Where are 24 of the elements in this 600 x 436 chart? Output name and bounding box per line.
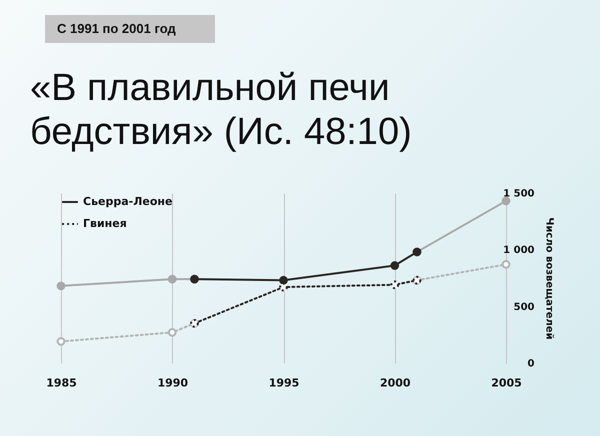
y-tick-label: 1 000 [503,245,535,256]
x-tick-label: 1985 [46,376,77,390]
x-tick-label: 1990 [157,376,188,390]
x-tick-label: 2000 [380,376,411,390]
y-axis-title: Число возвещателей [544,217,554,340]
point [56,337,66,346]
point [279,282,288,292]
point [168,328,177,337]
y-tick-label: 500 [514,302,535,313]
x-tick-label: 1995 [268,376,300,390]
point [279,276,288,285]
point [390,261,400,270]
point [56,282,66,290]
point [502,196,510,206]
point [168,274,177,284]
chart-title: «В плавильной печи бедствия» (Ис. 48:10) [30,66,413,154]
point [502,260,510,269]
x-tick-label: 2005 [491,376,522,390]
point [390,280,400,290]
legend-label: Гвинея [83,217,127,230]
y-tick-label: 1 500 [503,188,535,200]
chart-subtitle: С 1991 по 2001 год [45,15,215,43]
legend-label: Сьерра-Леоне [83,195,172,208]
y-tick-label: 0 [528,358,535,370]
